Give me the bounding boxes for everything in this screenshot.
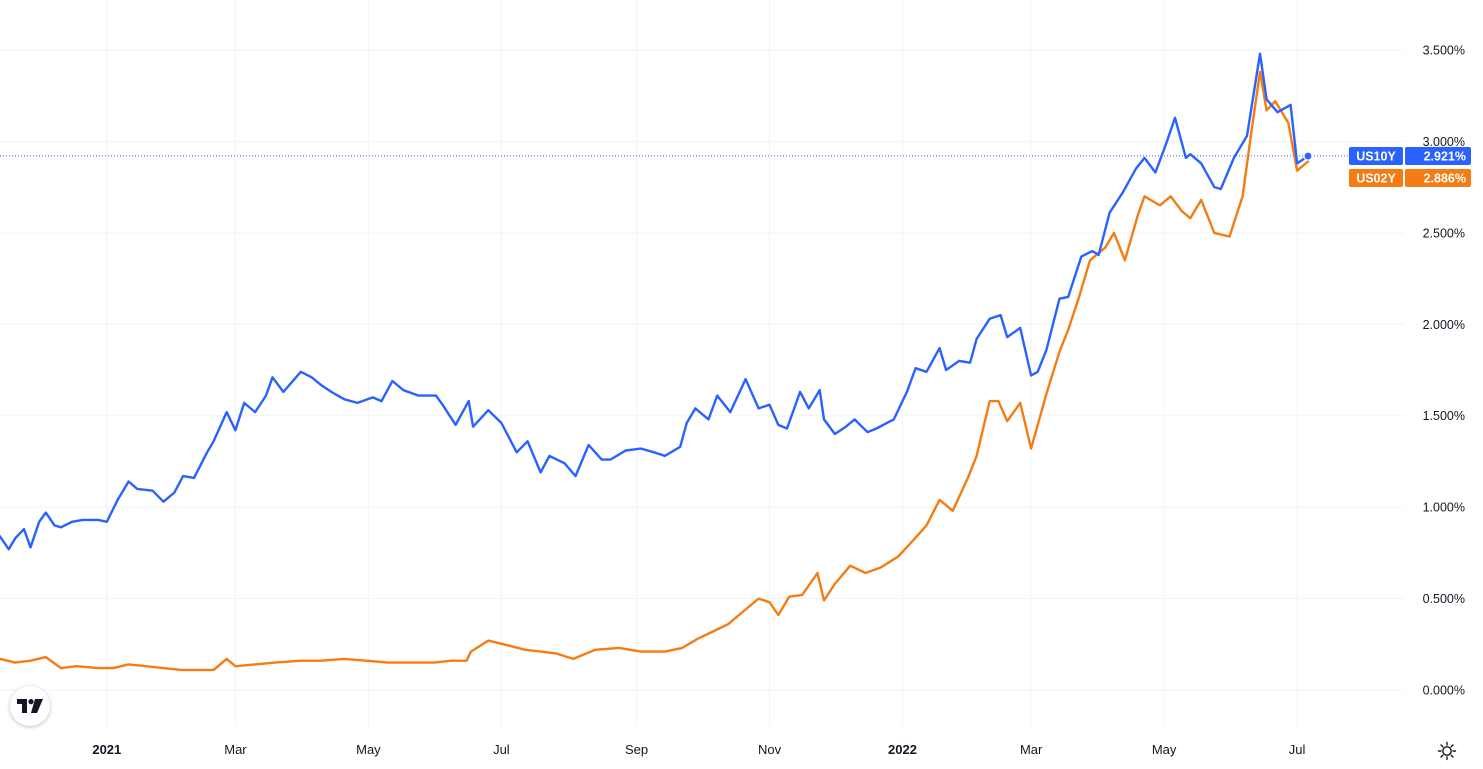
y-tick-label: 3.000%	[1423, 135, 1465, 149]
x-tick-label: Mar	[1020, 742, 1043, 757]
x-tick-label: 2022	[888, 742, 917, 757]
series-name-badge	[1349, 147, 1403, 165]
x-tick-label: May	[356, 742, 381, 757]
tradingview-logo-icon[interactable]	[10, 686, 50, 726]
x-tick-label: May	[1152, 742, 1177, 757]
series-line-us10y[interactable]	[0, 52, 1310, 551]
x-tick-label: 2021	[92, 742, 121, 757]
series-value-label: 2.921%	[1424, 150, 1466, 164]
series-value-label: 2.886%	[1424, 172, 1466, 186]
y-tick-label: 3.500%	[1423, 44, 1465, 58]
y-tick-label: 0.500%	[1423, 592, 1465, 606]
x-tick-label: Sep	[625, 742, 648, 757]
last-value-marker	[1303, 151, 1313, 161]
series-name-label: US02Y	[1356, 172, 1396, 186]
y-axis[interactable]: 0.000% 0.500% 1.000% 1.500% 2.000% 2.500% 3.00…	[1423, 44, 1465, 698]
series-value-badge	[1405, 169, 1471, 187]
series-value-badge	[1405, 147, 1471, 165]
y-tick-label: 2.000%	[1423, 318, 1465, 332]
series-name-badge	[1349, 169, 1403, 187]
x-axis[interactable]: 2021 Mar May Jul Sep Nov 2022 Mar May Jul	[92, 742, 1305, 757]
last-value-badges: US10Y 2.921% US02Y 2.886%	[1349, 147, 1471, 187]
x-tick-label: Jul	[1289, 742, 1306, 757]
y-tick-label: 0.000%	[1423, 684, 1465, 698]
series-layer	[0, 52, 1404, 672]
series-name-label: US10Y	[1356, 150, 1396, 164]
x-tick-label: Mar	[224, 742, 247, 757]
y-tick-label: 1.500%	[1423, 409, 1465, 423]
y-tick-label: 1.000%	[1423, 501, 1465, 515]
gear-icon[interactable]	[1434, 738, 1460, 764]
grid	[0, 0, 1404, 726]
x-tick-label: Jul	[493, 742, 510, 757]
y-tick-label: 2.500%	[1423, 226, 1465, 240]
series-line-us02y[interactable]	[0, 70, 1310, 672]
x-tick-label: Nov	[758, 742, 782, 757]
